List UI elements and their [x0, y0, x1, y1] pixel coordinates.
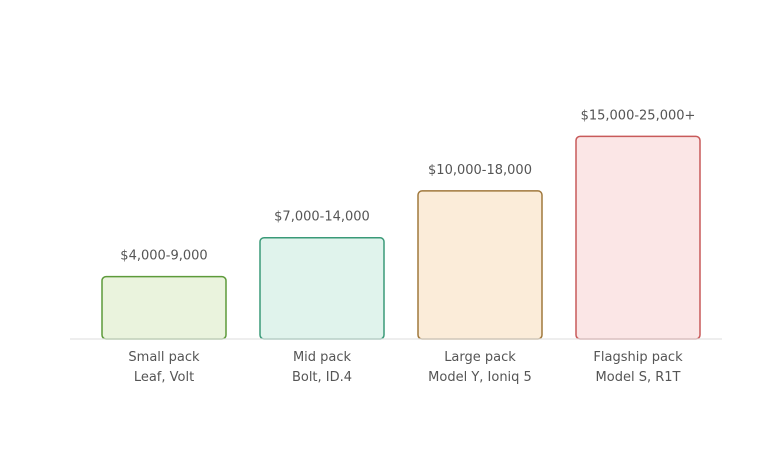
category-label: Large pack: [444, 350, 516, 365]
bar-small-pack: [101, 275, 227, 340]
value-label: $10,000-18,000: [428, 163, 532, 178]
value-label: $7,000-14,000: [274, 210, 370, 225]
category-label: Small pack: [128, 350, 200, 365]
category-sublabel: Model Y, Ioniq 5: [428, 370, 532, 385]
category-sublabel: Bolt, ID.4: [292, 370, 352, 385]
bar-large-pack: [417, 190, 543, 340]
value-label: $15,000-25,000+: [581, 108, 696, 123]
category-sublabel: Model S, R1T: [596, 370, 681, 385]
category-label: Mid pack: [293, 350, 352, 365]
bar-mid-pack: [259, 236, 385, 340]
bars-layer: [101, 135, 701, 340]
category-label: Flagship pack: [593, 350, 683, 365]
labels-layer: $4,000-9,000 Small pack Leaf, Volt $7,000-1…: [120, 108, 695, 385]
category-sublabel: Leaf, Volt: [134, 370, 194, 385]
value-label: $4,000-9,000: [120, 249, 207, 264]
bar-flagship-pack: [575, 135, 701, 340]
